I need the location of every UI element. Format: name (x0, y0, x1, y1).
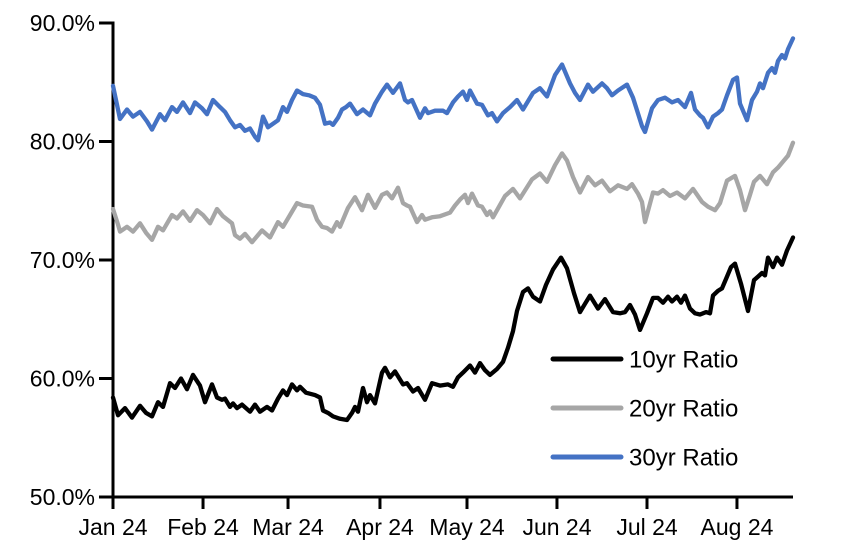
y-tick-label: 70.0% (30, 247, 95, 273)
y-tick-label: 80.0% (30, 129, 95, 155)
series-line-10yr-ratio (110, 235, 796, 423)
legend-label-30yr-ratio: 30yr Ratio (629, 445, 738, 472)
legend-item-20yr-ratio: 20yr Ratio (550, 396, 738, 423)
legend-label-10yr-ratio: 10yr Ratio (629, 347, 738, 374)
x-tick-label: Feb 24 (167, 514, 239, 540)
y-tick-label: 50.0% (30, 484, 95, 510)
series-lines (110, 36, 796, 423)
x-tick-label: May 24 (429, 514, 505, 540)
legend-label-20yr-ratio: 20yr Ratio (629, 396, 738, 423)
legend-item-30yr-ratio: 30yr Ratio (550, 445, 738, 472)
axis-labels: 50.0% 60.0% 70.0% 80.0% 90.0% Jan 24 Feb 24 Mar… (30, 10, 774, 540)
y-tick-label: 60.0% (30, 366, 95, 392)
axes (99, 21, 793, 509)
x-tick-label: Apr 24 (346, 514, 414, 540)
series-line-30yr-ratio (110, 36, 796, 143)
legend: 10yr Ratio 20yr Ratio 30yr Ratio (550, 347, 738, 472)
legend-item-10yr-ratio: 10yr Ratio (550, 347, 738, 374)
series-line-20yr-ratio (110, 140, 796, 245)
x-tick-label: Mar 24 (252, 514, 324, 540)
x-tick-label: Aug 24 (701, 514, 774, 540)
y-tick-label: 90.0% (30, 10, 95, 36)
x-tick-label: Jan 24 (78, 514, 147, 540)
x-tick-label: Jun 24 (522, 514, 591, 540)
x-tick-label: Jul 24 (616, 514, 678, 540)
